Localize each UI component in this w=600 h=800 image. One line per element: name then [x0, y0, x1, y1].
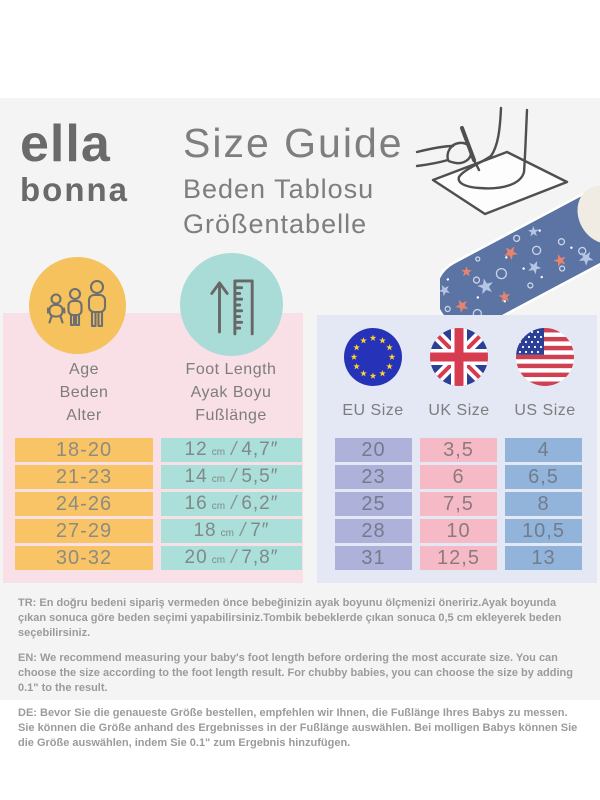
foot-length-cell: 20 cm /7,8″: [161, 546, 302, 570]
foot-header-en: Foot Length: [185, 361, 277, 378]
foot-length-column: 12 cm/4,7″ 14 cm/5,5″ 16 cm/6,2″ 18 cm/7″ 20…: [161, 438, 302, 570]
eu-size-label: EU Size: [342, 402, 404, 419]
inch-value: 5,5″: [241, 466, 279, 487]
age-cell: 18-20: [15, 438, 153, 462]
us-size-column: 4 6,5 8 10,5 13: [505, 438, 582, 570]
us-flag-icon: [516, 328, 574, 386]
age-column-header: Age Beden Alter: [15, 358, 153, 427]
foot-length-circle: [180, 253, 283, 356]
eu-size-cell: 23: [335, 465, 412, 489]
title-de: Größentabelle: [183, 209, 368, 239]
uk-size-cell: 7,5: [420, 492, 497, 516]
inch-value: 7″: [250, 520, 270, 541]
eu-flag-icon: [344, 328, 402, 386]
us-size-cell: 10,5: [505, 519, 582, 543]
us-size-cell: 4: [505, 438, 582, 462]
age-circle: [29, 257, 126, 354]
slipper-illustration: [440, 185, 600, 320]
us-size-cell: 8: [505, 492, 582, 516]
inch-value: 7,8″: [241, 547, 279, 568]
age-header-de: Alter: [66, 407, 102, 424]
foot-tracing-icon: [415, 106, 569, 216]
page-title: Size Guide Beden Tablosu Größentabelle: [183, 120, 404, 240]
ruler-icon: [209, 279, 254, 335]
eu-size-cell: 25: [335, 492, 412, 516]
separator: /: [231, 547, 238, 568]
foot-length-column-header: Foot Length Ayak Boyu Fußlänge: [158, 358, 304, 427]
foot-header-tr: Ayak Boyu: [190, 384, 272, 401]
foot-length-cell: 16 cm /6,2″: [161, 492, 302, 516]
us-size-label: US Size: [514, 402, 576, 419]
cm-unit: cm: [211, 446, 226, 458]
brand-logo-line2: bonna: [20, 171, 129, 208]
uk-size-cell: 6: [420, 465, 497, 489]
cm-value: 12: [184, 439, 208, 460]
eu-size-cell: 20: [335, 438, 412, 462]
uk-size-cell: 3,5: [420, 438, 497, 462]
cm-unit: cm: [211, 473, 226, 485]
inch-value: 6,2″: [241, 493, 279, 514]
age-header-en: Age: [69, 361, 99, 378]
note-de: DE: Bevor Sie die genaueste Größe bestel…: [18, 707, 578, 749]
cm-unit: cm: [220, 527, 234, 539]
us-size-cell: 13: [505, 546, 582, 570]
eu-size-cell: 28: [335, 519, 412, 543]
title-tr: Beden Tablosu: [183, 174, 375, 204]
brand-logo-line1: ella: [20, 115, 111, 173]
age-cell: 27-29: [15, 519, 153, 543]
foot-length-cell: 18 cm /7″: [161, 519, 302, 543]
separator: /: [231, 493, 238, 514]
cm-unit: cm: [211, 500, 226, 512]
inch-value: 4,7″: [241, 439, 279, 460]
separator: /: [231, 439, 238, 460]
note-tr: TR: En doğru bedeni sipariş vermeden önc…: [18, 597, 562, 639]
cm-value: 18: [193, 520, 217, 541]
title-en: Size Guide: [183, 120, 404, 166]
cm-value: 16: [184, 493, 208, 514]
age-cell: 21-23: [15, 465, 153, 489]
age-header-tr: Beden: [59, 384, 109, 401]
foot-length-cell: 12 cm /4,7″: [161, 438, 302, 462]
uk-size-cell: 10: [420, 519, 497, 543]
eu-size-column: 20 23 25 28 31: [335, 438, 412, 570]
cm-value: 20: [184, 547, 208, 568]
us-size-cell: 6,5: [505, 465, 582, 489]
separator: /: [231, 466, 238, 487]
foot-header-de: Fußlänge: [195, 407, 267, 424]
age-cell: 30-32: [15, 546, 153, 570]
eu-size-cell: 31: [335, 546, 412, 570]
uk-size-column: 3,5 6 7,5 10 12,5: [420, 438, 497, 570]
age-column: 18-20 21-23 24-26 27-29 30-32: [15, 438, 153, 570]
cm-unit: cm: [211, 554, 226, 566]
brand-logo: ella bonna: [20, 118, 129, 206]
family-icon: [46, 279, 106, 327]
uk-size-cell: 12,5: [420, 546, 497, 570]
separator: /: [239, 520, 247, 541]
note-en: EN: We recommend measuring your baby's f…: [18, 652, 573, 694]
age-cell: 24-26: [15, 492, 153, 516]
uk-flag-icon: [430, 328, 488, 386]
footnotes: TR: En doğru bedeni sipariş vermeden önc…: [18, 596, 584, 761]
cm-value: 14: [184, 466, 208, 487]
foot-length-cell: 14 cm /5,5″: [161, 465, 302, 489]
uk-size-label: UK Size: [428, 402, 490, 419]
